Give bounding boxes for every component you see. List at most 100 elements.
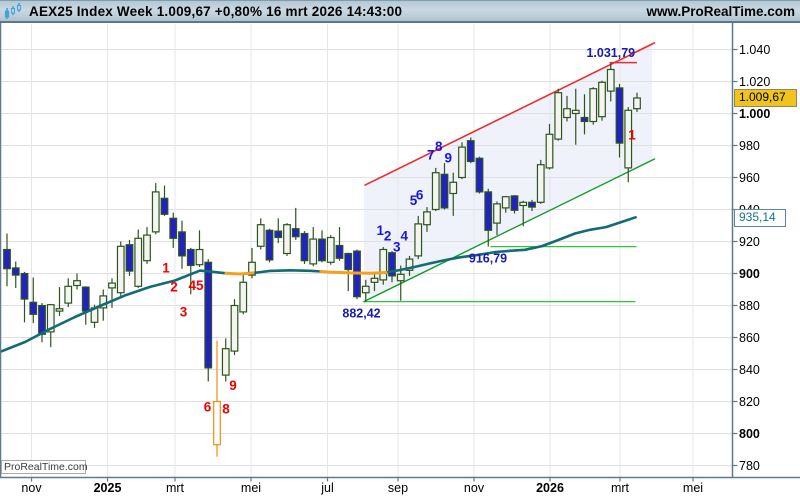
y-axis-label-1020: 1.020 bbox=[739, 75, 770, 89]
candle-body-24[interactable] bbox=[213, 400, 221, 446]
candle-body-51[interactable] bbox=[449, 181, 458, 195]
candle-body-48[interactable] bbox=[423, 211, 431, 226]
candle-body-25[interactable] bbox=[221, 348, 230, 376]
candle-body-57[interactable] bbox=[501, 196, 510, 209]
moving-average-teal-2[interactable] bbox=[384, 216, 637, 274]
candle-body-41[interactable] bbox=[361, 285, 370, 294]
channel-lower-trendline[interactable] bbox=[363, 158, 656, 303]
candle-body-38[interactable] bbox=[335, 244, 344, 259]
candlestick-icon bbox=[4, 3, 22, 19]
candle-body-68[interactable] bbox=[598, 81, 606, 118]
candle-body-43[interactable] bbox=[379, 248, 388, 281]
candle-body-20[interactable] bbox=[178, 231, 186, 257]
candle-body-21[interactable] bbox=[186, 248, 195, 267]
candle-body-7[interactable] bbox=[64, 285, 73, 304]
candle-body-34[interactable] bbox=[300, 232, 309, 262]
moving-average-orange-0[interactable] bbox=[224, 271, 255, 276]
candle-body-50[interactable] bbox=[440, 173, 449, 209]
red-wave-label-1: 1 bbox=[162, 260, 170, 275]
candle-body-64[interactable] bbox=[563, 108, 571, 119]
candle-body-31[interactable] bbox=[274, 230, 283, 239]
red-wave-label-8: 8 bbox=[222, 401, 230, 416]
candle-body-46[interactable] bbox=[405, 258, 414, 271]
candle-body-17[interactable] bbox=[151, 191, 160, 233]
candle-body-2[interactable] bbox=[20, 272, 29, 300]
candle-body-67[interactable] bbox=[589, 88, 598, 123]
website-link[interactable]: www.ProRealTime.com bbox=[646, 3, 795, 19]
candle-body-58[interactable] bbox=[510, 195, 519, 211]
candle-body-18[interactable] bbox=[160, 197, 169, 215]
candle-body-63[interactable] bbox=[554, 92, 563, 140]
red-wave-label-6: 6 bbox=[204, 399, 212, 414]
candle-body-55[interactable] bbox=[484, 191, 493, 231]
candle-body-72[interactable] bbox=[633, 97, 641, 110]
x-axis-label-mei: mei bbox=[683, 481, 703, 495]
blue-wave-label-8: 8 bbox=[435, 139, 443, 154]
x-axis-label-sep: sep bbox=[388, 481, 408, 495]
x-axis-label-jul: jul bbox=[320, 481, 334, 495]
x-axis-label-nov: nov bbox=[21, 481, 42, 495]
candle-body-19[interactable] bbox=[169, 217, 178, 239]
candle-body-23[interactable] bbox=[204, 261, 213, 369]
x-axis-label-2025: 2025 bbox=[94, 481, 122, 495]
candle-body-5[interactable] bbox=[46, 304, 55, 333]
candle-body-14[interactable] bbox=[125, 244, 134, 272]
candle-body-28[interactable] bbox=[248, 261, 256, 276]
last-price-marker: 1.009,67 bbox=[734, 89, 797, 107]
candle-body-71[interactable] bbox=[624, 109, 633, 169]
moving-average-orange-1[interactable] bbox=[319, 270, 388, 275]
candle-body-56[interactable] bbox=[493, 203, 501, 224]
candle-body-13[interactable] bbox=[116, 245, 125, 294]
moving-average-teal-1[interactable] bbox=[251, 268, 323, 275]
candle-body-4[interactable] bbox=[38, 304, 46, 335]
channel-upper-trendline[interactable] bbox=[364, 41, 656, 187]
price-label-882,42: 882,42 bbox=[342, 307, 380, 321]
candle-body-32[interactable] bbox=[283, 224, 291, 255]
candle-body-49[interactable] bbox=[431, 172, 440, 211]
candle-body-53[interactable] bbox=[466, 140, 475, 163]
candle-body-45[interactable] bbox=[396, 273, 405, 282]
candle-body-15[interactable] bbox=[134, 237, 143, 287]
candle-body-47[interactable] bbox=[414, 223, 423, 257]
candle-body-6[interactable] bbox=[55, 308, 64, 312]
candle-body-44[interactable] bbox=[388, 252, 396, 277]
blue-wave-label-7: 7 bbox=[427, 148, 435, 163]
blue-wave-label-3: 3 bbox=[393, 240, 401, 255]
candle-body-59[interactable] bbox=[519, 201, 528, 207]
watermark[interactable]: ProRealTime.com bbox=[1, 460, 88, 474]
candle-body-1[interactable] bbox=[11, 267, 20, 276]
candle-body-54[interactable] bbox=[475, 157, 484, 193]
candle-body-70[interactable] bbox=[615, 87, 624, 144]
candle-body-42[interactable] bbox=[370, 277, 379, 283]
candle-body-35[interactable] bbox=[309, 238, 318, 265]
candle-body-37[interactable] bbox=[326, 236, 335, 263]
candle-body-16[interactable] bbox=[143, 234, 151, 262]
candle-body-69[interactable] bbox=[606, 68, 615, 92]
candle-body-60[interactable] bbox=[528, 201, 536, 208]
candle-body-0[interactable] bbox=[3, 248, 11, 270]
moving-average-teal-0[interactable] bbox=[0, 269, 228, 354]
candle-body-12[interactable] bbox=[108, 282, 116, 289]
y-axis-label-1040: 1.040 bbox=[739, 43, 770, 57]
y-axis-label-880: 880 bbox=[739, 299, 760, 313]
candle-body-36[interactable] bbox=[318, 238, 326, 262]
red-wave-label-1: 1 bbox=[628, 127, 636, 142]
red-wave-label-45: 45 bbox=[188, 278, 204, 293]
candle-body-65[interactable] bbox=[571, 109, 580, 115]
candle-body-52[interactable] bbox=[458, 146, 466, 179]
candle-body-22[interactable] bbox=[195, 248, 204, 266]
candle-body-30[interactable] bbox=[265, 229, 274, 261]
candle-body-8[interactable] bbox=[73, 280, 81, 287]
candle-body-61[interactable] bbox=[536, 164, 545, 203]
candle-body-9[interactable] bbox=[81, 286, 90, 312]
candle-body-3[interactable] bbox=[29, 301, 38, 315]
candle-body-62[interactable] bbox=[545, 133, 554, 169]
candle-body-39[interactable] bbox=[344, 252, 353, 271]
y-axis-label-780: 780 bbox=[739, 459, 760, 473]
candle-body-26[interactable] bbox=[230, 304, 239, 352]
candle-body-29[interactable] bbox=[256, 224, 265, 247]
candle-body-33[interactable] bbox=[291, 228, 300, 238]
candle-body-27[interactable] bbox=[239, 281, 248, 313]
candle-body-66[interactable] bbox=[580, 116, 589, 123]
